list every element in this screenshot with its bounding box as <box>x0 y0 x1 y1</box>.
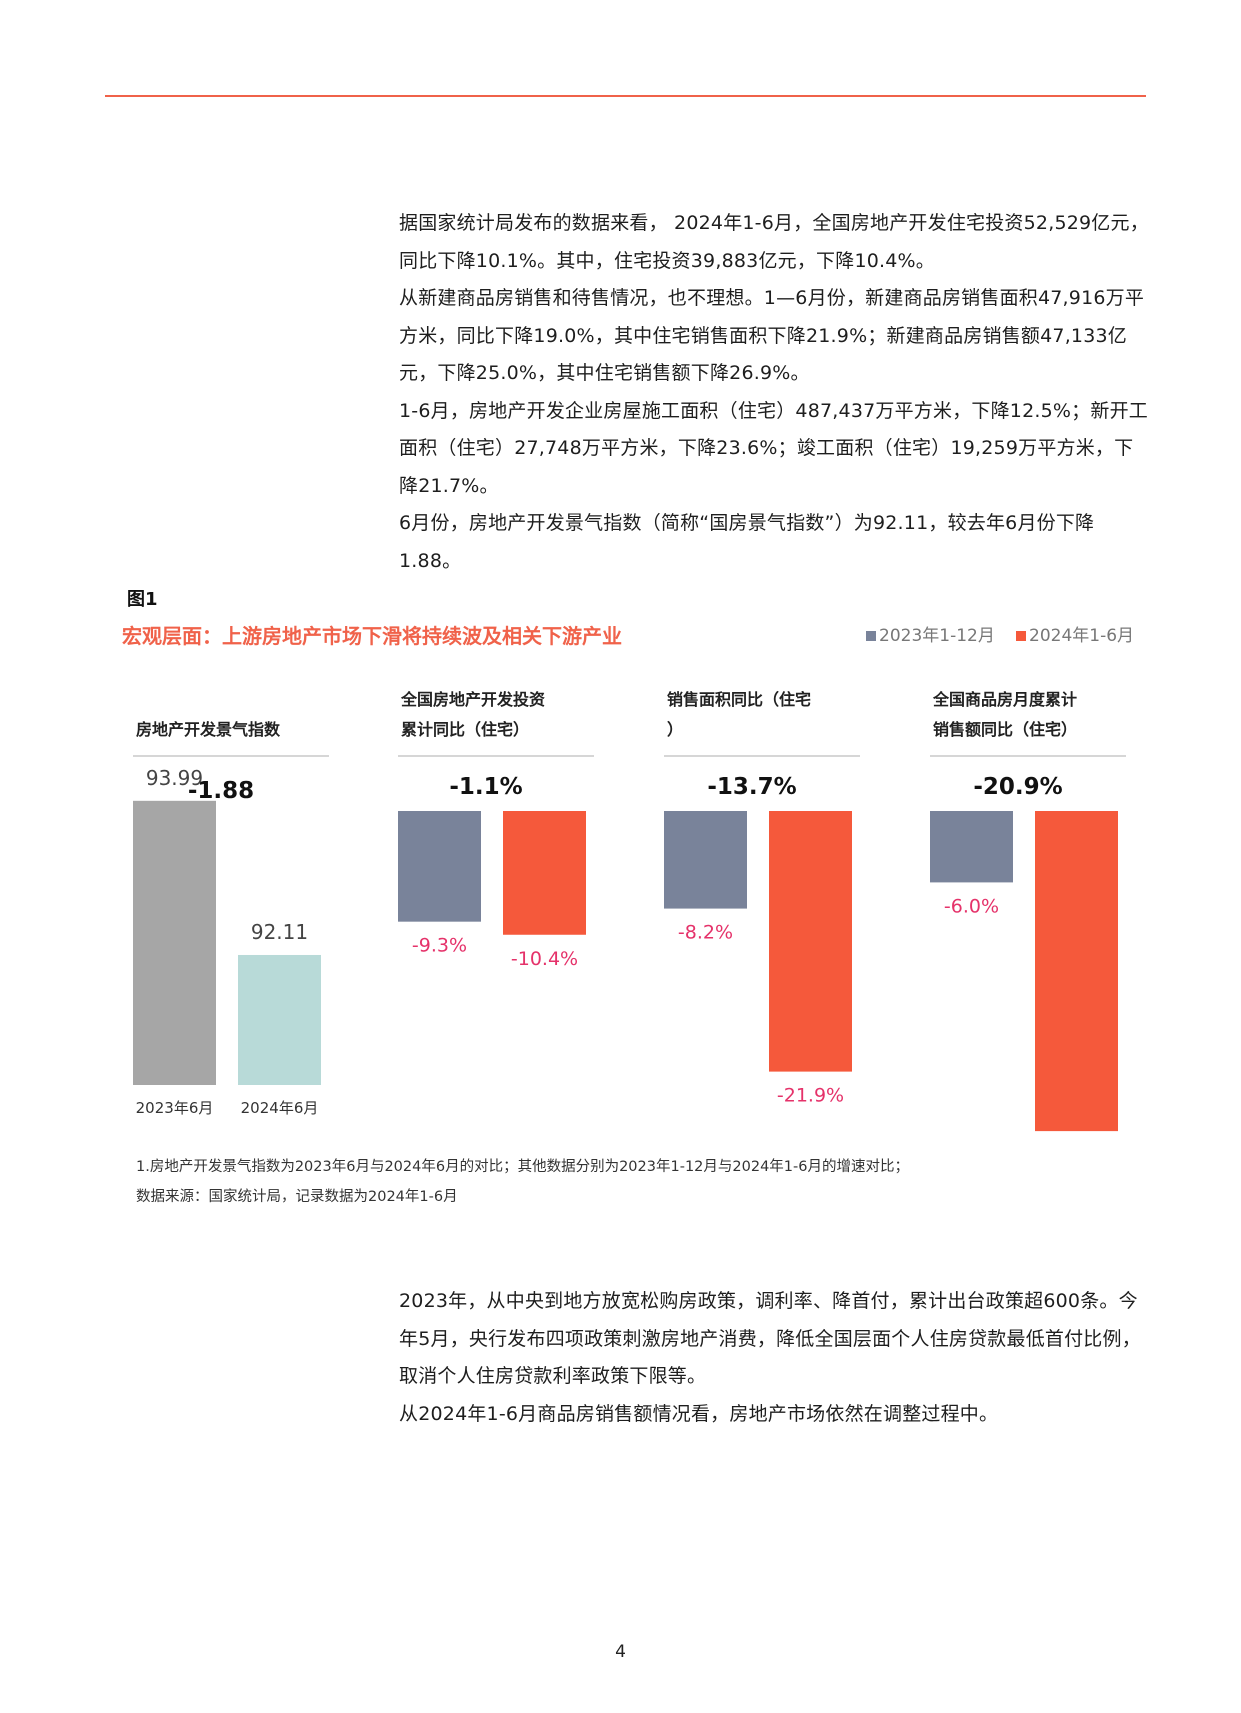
paragraph: 2023年，从中央到地方放宽松购房政策，调利率、降首付，累计出台政策超600条。… <box>399 1290 1141 1387</box>
bar-value-label: 93.99 <box>146 766 203 790</box>
headline-value: -1.88 <box>188 778 254 804</box>
legend-item-2023: 2023年1-12月 <box>866 621 995 646</box>
panel-title: 房地产开发景气指数 <box>136 720 281 739</box>
figure-title: 宏观层面：上游房地产市场下滑将持续波及相关下游产业 <box>122 624 622 648</box>
paragraph: 从新建商品房销售和待售情况，也不理想。1—6月份，新建商品房销售面积47,916… <box>399 287 1145 384</box>
legend-label: 2023年1-12月 <box>879 626 995 646</box>
footnote: 1.房地产开发景气指数为2023年6月与2024年6月的对比；其他数据分别为20… <box>136 1159 909 1175</box>
bar <box>238 954 321 1085</box>
headline-value: -1.1% <box>449 774 522 800</box>
panel-title: 销售面积同比（住宅 <box>667 690 811 709</box>
panel-title: 销售额同比（住宅） <box>933 720 1077 739</box>
panel-title: 累计同比（住宅） <box>401 720 529 739</box>
figure-notes: 1.房地产开发景气指数为2023年6月与2024年6月的对比；其他数据分别为20… <box>136 1152 909 1212</box>
header-rule <box>105 95 1146 97</box>
bar-value-label: 92.11 <box>251 920 308 944</box>
category-label: 2024年6月 <box>241 1099 319 1117</box>
legend-swatch <box>1016 631 1026 641</box>
headline-value: -13.7% <box>707 774 796 800</box>
bar <box>503 811 586 935</box>
intro-text: 据国家统计局发布的数据来看， 2024年1-6月，全国房地产开发住宅投资52,5… <box>399 205 1149 580</box>
bar-value-label: -9.3% <box>412 935 467 957</box>
paragraph: 据国家统计局发布的数据来看， 2024年1-6月，全国房地产开发住宅投资52,5… <box>399 212 1149 272</box>
bar <box>1035 811 1118 1132</box>
category-label: 2023年6月 <box>136 1099 214 1117</box>
conclusion-text: 2023年，从中央到地方放宽松购房政策，调利率、降首付，累计出台政策超600条。… <box>399 1283 1149 1433</box>
paragraph: 从2024年1-6月商品房销售额情况看，房地产市场依然在调整过程中。 <box>399 1402 999 1425</box>
panel-title: ） <box>667 720 683 739</box>
bar <box>664 811 747 909</box>
legend-swatch <box>866 631 876 641</box>
paragraph: 1-6月，房地产开发企业房屋施工面积（住宅）487,437万平方米，下降12.5… <box>399 399 1148 497</box>
bar-value-label: -8.2% <box>678 922 733 944</box>
bar <box>133 800 216 1085</box>
bar-value-label: -21.9% <box>777 1085 844 1107</box>
bar <box>769 811 852 1072</box>
legend-item-2024: 2024年1-6月 <box>1016 621 1134 646</box>
bar <box>930 811 1013 883</box>
bar <box>398 811 481 922</box>
figure-label: 图1 <box>127 589 158 610</box>
panel-title: 全国商品房月度累计 <box>932 690 1077 709</box>
bar-value-label: -6.0% <box>944 895 999 917</box>
page-number: 4 <box>615 1642 626 1662</box>
source-note: 数据来源：国家统计局，记录数据为2024年1-6月 <box>136 1189 458 1205</box>
paragraph: 6月份，房地产开发景气指数（简称“国房景气指数”）为92.11，较去年6月份下降… <box>399 512 1095 572</box>
legend-label: 2024年1-6月 <box>1029 626 1135 646</box>
headline-value: -20.9% <box>973 774 1062 800</box>
bar-value-label: -10.4% <box>511 948 578 970</box>
panel-title: 全国房地产开发投资 <box>400 690 545 709</box>
